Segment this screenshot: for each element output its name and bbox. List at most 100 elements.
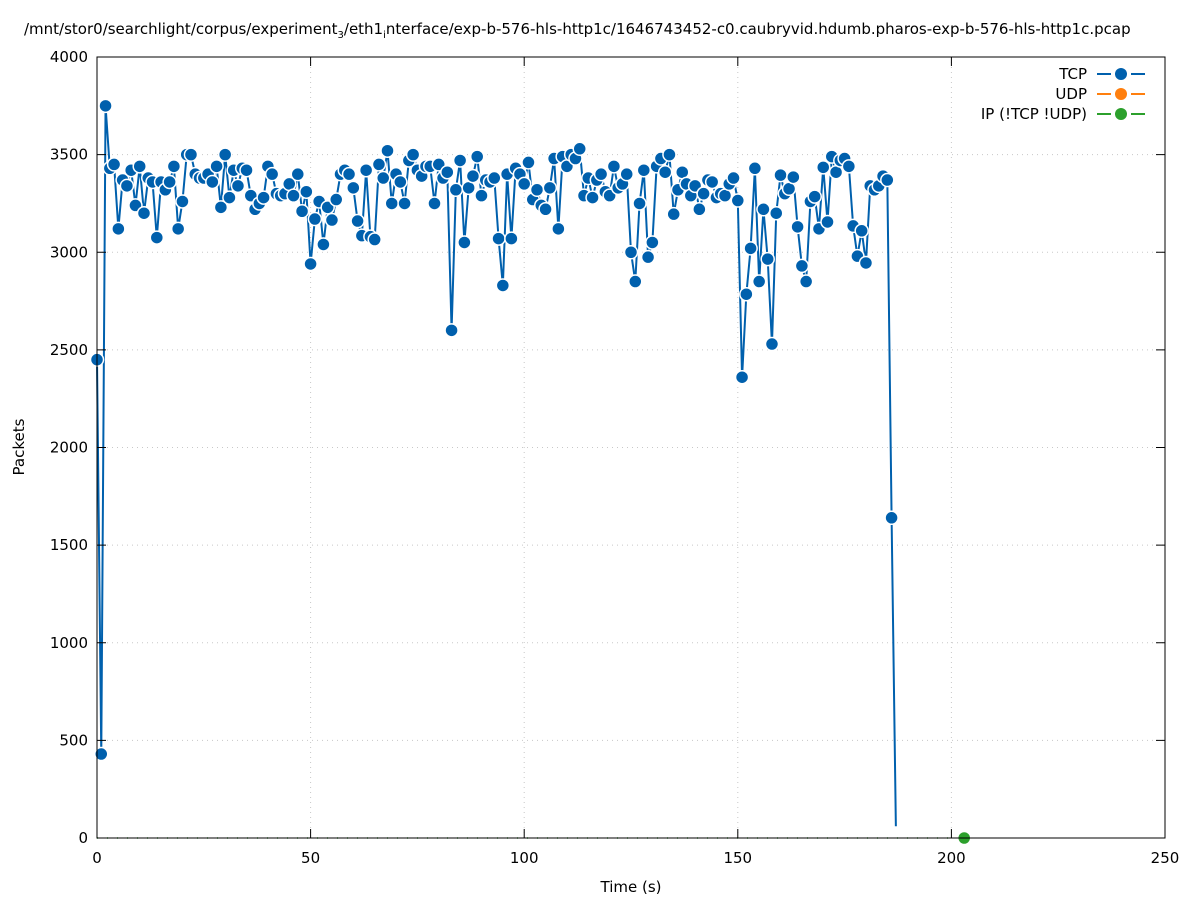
tcp-point <box>256 190 271 205</box>
tcp-point <box>183 147 199 162</box>
legend-marker <box>1115 88 1127 100</box>
tcp-point <box>444 323 459 338</box>
tcp-point <box>474 188 489 203</box>
tcp-point <box>739 286 754 302</box>
tcp-point <box>328 192 344 207</box>
tcp-point <box>585 190 600 205</box>
tcp-point <box>316 237 331 252</box>
tcp-point <box>136 205 152 221</box>
tcp-point <box>346 180 361 196</box>
tcp-point <box>593 166 609 182</box>
tcp-point <box>807 189 822 204</box>
y-tick-label: 3000 <box>50 243 88 261</box>
tcp-point <box>657 164 673 180</box>
tcp-point <box>175 194 190 209</box>
tcp-point <box>572 141 587 157</box>
legend-label: TCP <box>1058 65 1087 83</box>
tcp-point <box>98 98 113 114</box>
tcp-point <box>495 278 511 293</box>
tcp-point <box>798 274 814 289</box>
tcp-point <box>529 182 545 198</box>
tcp-point <box>307 211 323 227</box>
tcp-point <box>205 174 220 190</box>
tcp-point <box>628 274 643 289</box>
tcp-point <box>542 180 558 196</box>
tcp-point <box>619 166 634 182</box>
tcp-point <box>448 182 464 198</box>
tcp-point <box>786 169 801 185</box>
tcp-point <box>606 159 622 174</box>
tcp-point <box>358 162 374 178</box>
tcp-point <box>504 231 519 246</box>
tcp-point <box>491 231 506 246</box>
tcp-point <box>640 249 656 265</box>
tcp-point <box>162 174 177 190</box>
tcp-point <box>794 258 810 274</box>
tcp-point <box>704 174 720 190</box>
legend: TCP UDP IP (!TCP !UDP) <box>981 65 1145 123</box>
y-tick-label: 500 <box>59 731 88 749</box>
tcp-point <box>820 214 835 230</box>
legend-marker <box>1115 68 1127 80</box>
tcp-point <box>371 157 387 172</box>
tcp-point <box>384 196 400 211</box>
tcp-point <box>884 510 899 526</box>
tcp-point <box>111 221 126 237</box>
tcp-point <box>465 168 481 184</box>
tcp-point <box>294 203 310 219</box>
x-tick-label: 0 <box>92 849 102 867</box>
tcp-point <box>751 274 767 289</box>
tcp-point <box>217 147 233 162</box>
legend-marker <box>1115 108 1127 120</box>
tcp-point <box>726 170 741 186</box>
x-tick-label: 150 <box>723 849 752 867</box>
tcp-point <box>209 159 224 174</box>
tcp-point <box>239 162 254 178</box>
tcp-point <box>516 176 532 192</box>
tcp-point <box>427 196 442 211</box>
tcp-point <box>469 149 485 164</box>
tcp-point <box>662 147 677 162</box>
tcp-point <box>380 143 395 158</box>
x-tick-label: 200 <box>937 849 966 867</box>
tcp-point <box>405 147 421 162</box>
legend-label: UDP <box>1055 85 1087 103</box>
tcp-point <box>290 166 306 182</box>
tcp-point <box>815 160 831 175</box>
y-tick-label: 3500 <box>50 146 88 164</box>
tcp-point <box>367 232 382 247</box>
tcp-point <box>734 369 750 385</box>
tcp-point <box>764 336 780 352</box>
tcp-point <box>299 184 314 199</box>
tcp-point <box>213 200 229 215</box>
tcp-point <box>636 162 652 178</box>
tcp-point <box>170 221 186 237</box>
tcp-point <box>760 251 775 267</box>
tcp-point <box>773 167 788 183</box>
tcp-point <box>880 172 895 188</box>
x-tick-label: 250 <box>1151 849 1180 867</box>
tcp-point <box>858 255 874 271</box>
tcp-point <box>743 241 758 256</box>
tcp-point <box>768 205 784 221</box>
y-tick-label: 1000 <box>50 634 88 652</box>
tcp-point <box>632 196 647 211</box>
tcp-point <box>132 159 147 174</box>
x-tick-label: 50 <box>301 849 320 867</box>
tcp-point <box>106 157 122 172</box>
tcp-point <box>303 256 318 272</box>
tcp-point <box>375 170 391 186</box>
tcp-point <box>841 159 857 174</box>
axes: 0 500 1000 1500 2000 2500 3000 3500 4000 0 50 100 15… <box>50 48 1180 867</box>
y-axis-label: Packets <box>10 418 28 475</box>
tcp-point <box>457 235 472 250</box>
tcp-point <box>521 155 536 170</box>
x-tick-label: 100 <box>510 849 539 867</box>
tcp-point <box>230 178 246 194</box>
tcp-point <box>166 159 182 174</box>
tcp-point <box>149 230 165 245</box>
legend-label: IP (!TCP !UDP) <box>981 105 1087 123</box>
tcp-point <box>730 193 746 208</box>
grid <box>97 57 1165 838</box>
